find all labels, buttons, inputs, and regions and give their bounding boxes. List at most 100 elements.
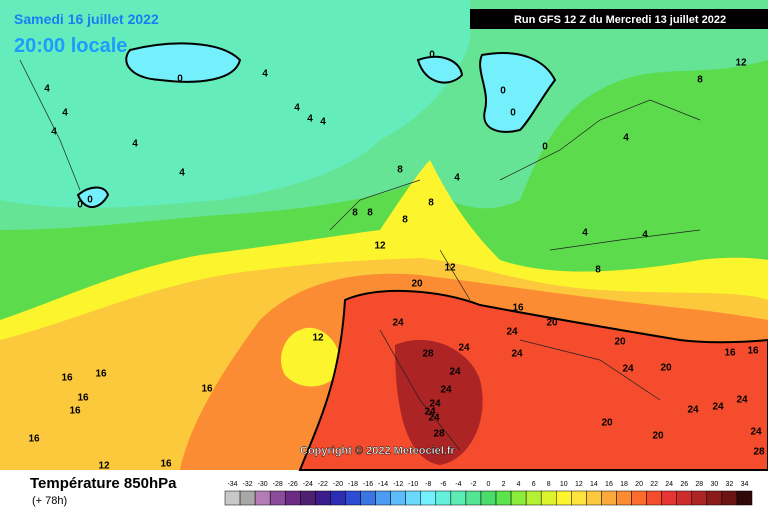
contour-label: 0 — [542, 142, 548, 153]
contour-label: 8 — [352, 208, 358, 219]
contour-label: 8 — [402, 215, 408, 226]
contour-label: 4 — [623, 133, 629, 144]
legend-label: 22 — [650, 481, 658, 488]
contour-label: 4 — [179, 168, 185, 179]
contour-label: 28 — [422, 349, 434, 360]
contour-label: 24 — [506, 327, 518, 338]
legend-swatch — [375, 490, 391, 506]
legend-label: 18 — [620, 481, 628, 488]
legend-label: -16 — [363, 481, 373, 488]
legend-label: -10 — [408, 481, 418, 488]
contour-label: 0 — [500, 86, 506, 97]
legend-label: 28 — [695, 481, 703, 488]
contour-label: 20 — [411, 279, 423, 290]
legend-swatch — [586, 490, 602, 506]
legend-swatch — [450, 490, 467, 506]
legend-swatch — [736, 490, 753, 506]
legend-swatch — [284, 490, 301, 506]
legend-swatch — [525, 490, 542, 506]
footer-title: Température 850hPa — [30, 475, 177, 492]
legend-label: -24 — [303, 481, 313, 488]
legend-label: -14 — [378, 481, 388, 488]
legend-label: -6 — [440, 481, 446, 488]
contour-label: 12 — [312, 333, 324, 344]
contour-label: 4 — [62, 108, 68, 119]
legend-swatch — [480, 490, 497, 506]
contour-label: 0 — [77, 200, 83, 211]
contour-label: 4 — [44, 84, 50, 95]
cold-area — [76, 42, 557, 208]
contour-label: 24 — [392, 318, 404, 329]
legend-swatch — [360, 490, 376, 506]
contour-label: 8 — [697, 75, 703, 86]
legend-swatch — [661, 490, 677, 506]
contour-label: 4 — [132, 139, 138, 150]
legend-label: -26 — [288, 481, 298, 488]
contour-label: 12 — [735, 58, 747, 69]
legend-label: -30 — [258, 481, 268, 488]
contour-label: 12 — [444, 263, 456, 274]
legend-swatch — [706, 490, 723, 506]
contour-label: 16 — [77, 393, 89, 404]
contour-label: 4 — [320, 117, 326, 128]
contour-label: 4 — [454, 173, 460, 184]
legend-label: -18 — [348, 481, 358, 488]
legend-label: -28 — [273, 481, 283, 488]
legend-label: 34 — [741, 481, 749, 488]
legend-label: -20 — [333, 481, 343, 488]
legend-label: -34 — [227, 481, 237, 488]
contour-label: 4 — [294, 103, 300, 114]
legend-label: 4 — [517, 481, 521, 488]
contour-label: 24 — [458, 343, 470, 354]
contour-label: 24 — [712, 402, 724, 413]
legend-swatch — [631, 490, 647, 506]
contour-label: 16 — [160, 459, 172, 470]
legend-swatch — [676, 490, 693, 506]
contour-label: 4 — [582, 228, 588, 239]
legend-swatch — [330, 490, 346, 506]
contour-label: 0 — [429, 50, 435, 61]
legend-swatch — [540, 490, 557, 506]
legend-label: 12 — [575, 481, 583, 488]
legend-swatch — [465, 490, 482, 506]
legend-swatch — [691, 490, 708, 506]
legend-label: 6 — [532, 481, 536, 488]
contour-label: 24 — [424, 407, 436, 418]
legend-swatch — [556, 490, 572, 506]
contour-label: 20 — [546, 318, 558, 329]
local-time: 20:00 locale — [14, 35, 127, 57]
legend-swatch — [601, 490, 617, 506]
legend-swatch — [435, 490, 452, 506]
contour-label: 24 — [750, 427, 762, 438]
legend-label: -8 — [425, 481, 431, 488]
legend-swatch — [571, 490, 587, 506]
contour-label: 8 — [397, 165, 403, 176]
legend-swatch — [405, 490, 421, 506]
contour-label: 16 — [69, 406, 81, 417]
contour-label: 24 — [429, 399, 441, 410]
legend-label: 24 — [665, 481, 673, 488]
legend-swatch — [495, 490, 512, 506]
very-hot-area — [395, 339, 483, 465]
legend-swatch — [721, 490, 738, 506]
legend-swatch — [224, 490, 241, 506]
contour-label: 28 — [753, 447, 765, 458]
contour-label: 8 — [595, 265, 601, 276]
contour-label: 0 — [510, 108, 516, 119]
legend-label: 26 — [680, 481, 688, 488]
run-info: Run GFS 12 Z du Mercredi 13 juillet 2022 — [514, 14, 726, 26]
contour-label: 16 — [61, 373, 73, 384]
date: Samedi 16 juillet 2022 — [14, 11, 159, 27]
contour-label: 12 — [98, 461, 110, 472]
legend-label: 30 — [710, 481, 718, 488]
contour-label: 4 — [307, 114, 313, 125]
legend-label: 8 — [547, 481, 551, 488]
contour-label: 12 — [374, 241, 386, 252]
legend-label: -2 — [470, 481, 476, 488]
contour-label: 0 — [87, 195, 93, 206]
legend-label: 2 — [502, 481, 506, 488]
legend-swatch — [254, 490, 271, 506]
legend-swatch — [315, 490, 331, 506]
